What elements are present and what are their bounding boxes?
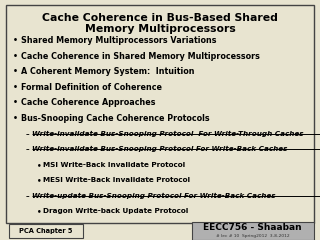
Text: Cache Coherence Approaches: Cache Coherence Approaches bbox=[21, 98, 155, 107]
Text: Cache Coherence in Shared Memory Multiprocessors: Cache Coherence in Shared Memory Multipr… bbox=[21, 52, 260, 61]
Text: MESI Write-Back Invalidate Protocol: MESI Write-Back Invalidate Protocol bbox=[43, 177, 190, 183]
Text: •: • bbox=[13, 67, 18, 76]
Text: •: • bbox=[37, 208, 41, 214]
Text: •: • bbox=[13, 52, 18, 61]
Text: Formal Definition of Coherence: Formal Definition of Coherence bbox=[21, 83, 162, 92]
Text: •: • bbox=[13, 114, 18, 123]
Text: •: • bbox=[13, 98, 18, 107]
Text: MSI Write-Back Invalidate Protocol: MSI Write-Back Invalidate Protocol bbox=[43, 162, 185, 168]
Text: EECC756 - Shaaban: EECC756 - Shaaban bbox=[204, 223, 302, 232]
Text: Cache Coherence in Bus-Based Shared: Cache Coherence in Bus-Based Shared bbox=[42, 13, 278, 23]
Bar bbox=[192, 222, 314, 240]
Text: Write-update Bus-Snooping Protocol For Write-Back Caches: Write-update Bus-Snooping Protocol For W… bbox=[32, 193, 276, 199]
Text: Bus-Snooping Cache Coherence Protocols: Bus-Snooping Cache Coherence Protocols bbox=[21, 114, 209, 123]
Text: Write-invalidate Bus-Snooping Protocol  For Write-Through Caches: Write-invalidate Bus-Snooping Protocol F… bbox=[32, 131, 304, 137]
Text: •: • bbox=[13, 36, 18, 45]
Text: Write-invalidate Bus-Snooping Protocol For Write-Back Caches: Write-invalidate Bus-Snooping Protocol F… bbox=[32, 146, 287, 152]
Text: Dragon Write-back Update Protocol: Dragon Write-back Update Protocol bbox=[43, 208, 188, 214]
Text: •: • bbox=[37, 177, 41, 183]
Text: •: • bbox=[13, 83, 18, 92]
Text: –: – bbox=[26, 193, 29, 199]
Bar bbox=[9, 224, 83, 238]
Text: –: – bbox=[26, 146, 29, 152]
Text: Shared Memory Multiprocessors Variations: Shared Memory Multiprocessors Variations bbox=[21, 36, 216, 45]
Text: Memory Multiprocessors: Memory Multiprocessors bbox=[84, 24, 236, 34]
Text: •: • bbox=[37, 162, 41, 168]
Text: PCA Chapter 5: PCA Chapter 5 bbox=[19, 228, 72, 234]
Text: # lec # 10  Spring2012  3-8-2012: # lec # 10 Spring2012 3-8-2012 bbox=[216, 234, 290, 238]
Text: A Coherent Memory System:  Intuition: A Coherent Memory System: Intuition bbox=[21, 67, 194, 76]
Text: –: – bbox=[26, 131, 29, 137]
